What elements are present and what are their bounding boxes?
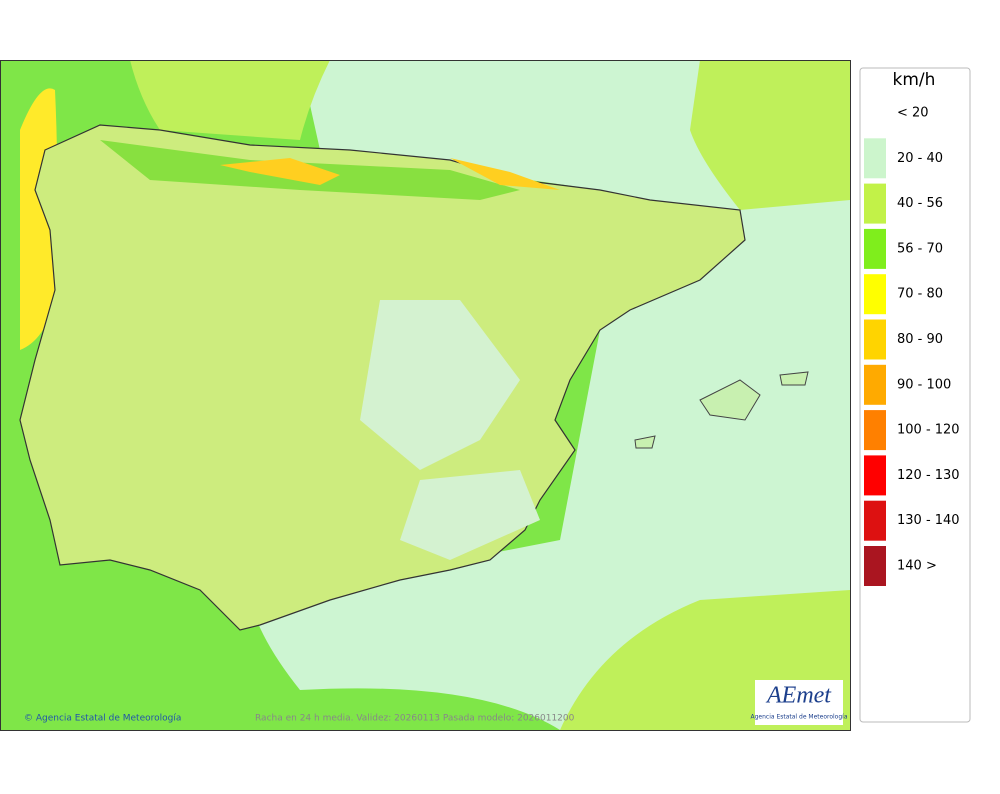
legend-label: 56 - 70 <box>897 241 943 256</box>
sea-band <box>130 60 330 140</box>
legend-label: 100 - 120 <box>897 423 960 438</box>
map-area <box>0 60 850 730</box>
legend-swatch <box>864 138 886 179</box>
logo: AEmet <box>765 683 832 709</box>
legend-swatch <box>864 364 886 405</box>
credit: © Agencia Estatal de Meteorología <box>24 714 181 724</box>
legend-swatch <box>864 455 886 496</box>
legend-label: 40 - 56 <box>897 196 943 211</box>
legend-swatch <box>864 274 886 315</box>
legend-label: < 20 <box>897 106 929 121</box>
legend: < 20 20 - 40 40 - 56 56 - 70 70 - 80 80 - 90 9… <box>864 106 960 586</box>
legend-label: 120 - 130 <box>897 468 960 483</box>
france <box>690 60 850 210</box>
legend-label: 20 - 40 <box>897 151 943 166</box>
legend-label: 70 - 80 <box>897 287 943 302</box>
legend-swatch <box>864 500 886 541</box>
legend-swatch <box>864 183 886 224</box>
legend-label: 130 - 140 <box>897 513 960 528</box>
gust-strong <box>220 158 560 190</box>
legend-swatch <box>864 319 886 360</box>
legend-swatch <box>864 546 886 586</box>
balearic <box>634 371 809 449</box>
legend-title: km/h <box>893 70 936 90</box>
logo-subtitle: Agencia Estatal de Meteorología <box>751 714 848 721</box>
sea-calm <box>250 60 850 730</box>
caption: Racha en 24 h media. Validez: 20260113 P… <box>255 714 575 724</box>
legend-label: 80 - 90 <box>897 332 943 347</box>
legend-label: 90 - 100 <box>897 377 951 392</box>
map-frame <box>0 60 851 731</box>
legend-swatch <box>864 410 886 451</box>
legend-swatch <box>864 228 886 269</box>
legend-box <box>859 67 971 723</box>
legend-label: 140 > <box>897 559 937 574</box>
calm-area <box>360 300 540 560</box>
logo-box <box>755 680 843 725</box>
